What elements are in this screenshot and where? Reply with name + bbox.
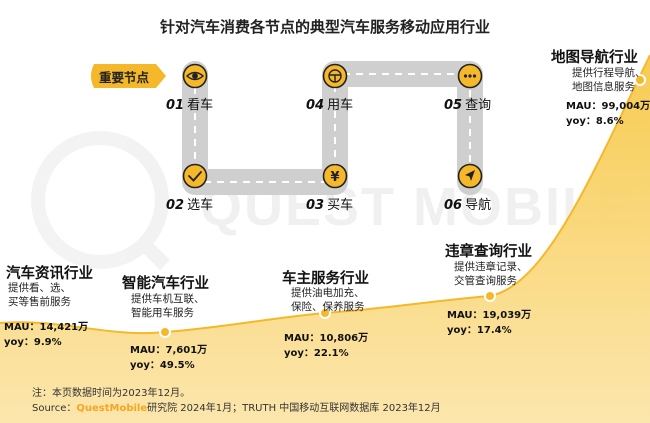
node-text: 用车 [327, 98, 354, 113]
footer-note: 注：本页数据时间为2023年12月。 [32, 388, 191, 399]
mau-label: MAU： [447, 310, 483, 321]
yoy-value: 17.4% [476, 325, 512, 336]
industry-title-owner-service: 车主服务行业 [282, 271, 369, 287]
yoy-label: yoy： [566, 116, 596, 127]
industry-stats-violation-query: MAU：19,039万 yoy：17.4% [447, 308, 531, 338]
yoy-value: 9.9% [33, 337, 62, 348]
node-number: 02 [166, 198, 185, 213]
key-nodes-arrow [91, 64, 166, 88]
industry-markers [159, 74, 646, 338]
industry-title-auto-info: 汽车资讯行业 [6, 266, 93, 282]
desc-line: 提供违章记录、 [454, 261, 528, 273]
yoy-label: yoy： [447, 325, 477, 336]
industry-desc-violation-query: 提供违章记录、 交管查询服务 [454, 260, 528, 288]
mau-value: 7,601万 [165, 345, 208, 356]
node-text: 看车 [187, 98, 214, 113]
industry-stats-smart-car: MAU：7,601万 yoy：49.5% [130, 343, 207, 373]
industry-desc-owner-service: 提供油电加充、 保险、保养服务 [291, 286, 365, 314]
node-label-chaxun: 05 查询 [444, 94, 491, 113]
yoy-value: 49.5% [159, 360, 195, 371]
steering-wheel-icon [328, 69, 342, 83]
source-text: 研究院 2024年1月；TRUTH 中国移动互联网数据库 2023年12月 [147, 403, 441, 414]
questmobile-brand: QuestMobile [76, 403, 148, 414]
desc-line: 保险、保养服务 [291, 301, 365, 313]
node-number: 04 [306, 98, 325, 113]
industry-desc-map-navigation: 提供行程导航、 地图信息服务 [572, 66, 646, 94]
desc-line: 提供行程导航、 [572, 67, 646, 79]
node-number: 01 [166, 98, 185, 113]
eye-icon [185, 71, 205, 81]
yoy-value: 8.6% [595, 116, 624, 127]
desc-line: 提供看、选、 [8, 282, 71, 294]
growth-curve [0, 54, 650, 335]
industry-title-map-navigation: 地图导航行业 [551, 50, 638, 66]
node-text: 买车 [327, 198, 354, 213]
watermark-logo [31, 131, 170, 270]
mau-label: MAU： [4, 322, 40, 333]
desc-line: 提供油电加充、 [291, 287, 365, 299]
key-nodes-label: 重要节点 [99, 70, 150, 85]
mau-label: MAU： [284, 333, 320, 344]
check-icon [188, 171, 202, 182]
more-dots-icon [463, 74, 477, 78]
mau-value: 14,421万 [39, 322, 89, 333]
node-label-xuanche: 02 选车 [166, 194, 213, 213]
node-number: 03 [306, 198, 325, 213]
industry-title-violation-query: 违章查询行业 [445, 244, 532, 260]
node-number: 06 [444, 198, 463, 213]
source-label: Source： [32, 403, 77, 414]
yoy-label: yoy： [4, 337, 34, 348]
industry-stats-map-navigation: MAU：99,004万 yoy：8.6% [566, 99, 650, 129]
mau-value: 99,004万 [601, 101, 650, 112]
node-number: 05 [444, 98, 463, 113]
mau-label: MAU： [130, 345, 166, 356]
industry-desc-auto-info: 提供看、选、 买等售前服务 [8, 281, 71, 309]
yen-icon: ¥ [330, 170, 339, 185]
industry-title-smart-car: 智能汽车行业 [122, 276, 209, 292]
node-text: 选车 [187, 198, 214, 213]
mau-label: MAU： [566, 101, 602, 112]
industry-desc-smart-car: 提供车机互联、 智能用车服务 [131, 292, 205, 320]
node-label-kanche: 01 看车 [166, 94, 213, 113]
node-label-maiche: 03 买车 [306, 194, 353, 213]
mau-value: 19,039万 [482, 310, 532, 321]
desc-line: 地图信息服务 [572, 81, 635, 93]
desc-line: 智能用车服务 [131, 307, 194, 319]
node-text: 查询 [465, 98, 492, 113]
footer-source: Source：QuestMobile研究院 2024年1月；TRUTH 中国移动… [32, 401, 441, 416]
growth-area [0, 55, 650, 423]
navigation-arrow-icon [465, 170, 475, 181]
yoy-label: yoy： [130, 360, 160, 371]
page-title: 针对汽车消费各节点的典型汽车服务移动应用行业 [159, 18, 490, 36]
yoy-label: yoy： [284, 348, 314, 359]
yoy-value: 22.1% [313, 348, 349, 359]
desc-line: 交管查询服务 [454, 275, 517, 287]
industry-stats-owner-service: MAU：10,806万 yoy：22.1% [284, 331, 368, 361]
desc-line: 买等售前服务 [8, 296, 71, 308]
industry-stats-auto-info: MAU：14,421万 yoy：9.9% [4, 320, 88, 350]
node-label-daohang: 06 导航 [444, 194, 491, 213]
node-label-yongche: 04 用车 [306, 94, 353, 113]
mau-value: 10,806万 [319, 333, 369, 344]
node-text: 导航 [465, 198, 492, 213]
desc-line: 提供车机互联、 [131, 293, 205, 305]
